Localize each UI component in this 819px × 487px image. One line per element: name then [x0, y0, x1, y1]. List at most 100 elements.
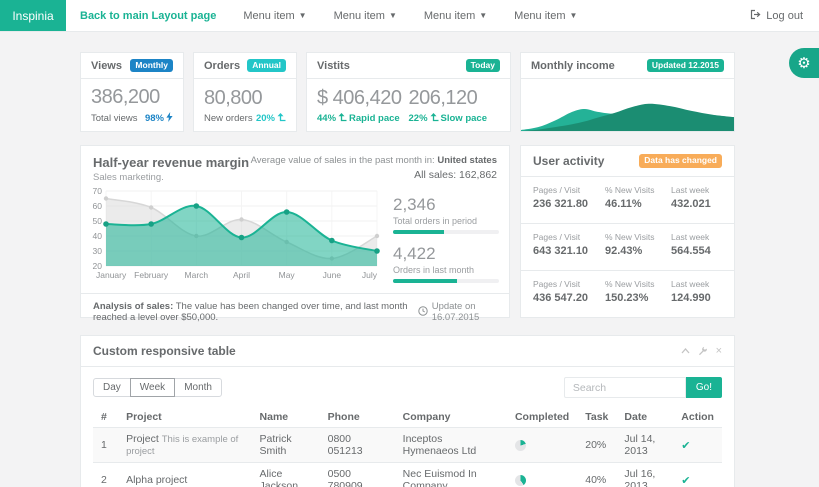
today-badge: Today	[465, 59, 500, 73]
visits-title: Vistits	[317, 59, 350, 72]
svg-text:June: June	[323, 270, 342, 280]
activity-cell: % New Visits 92.43%	[605, 232, 655, 257]
stats-row: Views Monthly 386,200 Total views 98% Or…	[80, 52, 735, 132]
tab-month[interactable]: Month	[174, 378, 222, 397]
visits-right-value: 206,120	[408, 86, 478, 109]
monthly-income-card: Monthly income Updated 12.2015	[520, 52, 735, 132]
views-value: 386,200	[91, 86, 160, 109]
svg-text:May: May	[279, 270, 296, 280]
nav-menu-item-4[interactable]: Menu item ▼	[514, 9, 578, 22]
back-to-layout-link[interactable]: Back to main Layout page	[80, 9, 217, 22]
analysis-text: Analysis of sales: The value has been ch…	[93, 301, 408, 323]
chevron-down-icon: ▼	[298, 11, 307, 20]
sign-out-icon	[750, 9, 761, 23]
column-header-action: Action	[673, 407, 722, 428]
orders-delta: 20%	[256, 112, 286, 125]
logout-button[interactable]: Log out	[750, 0, 803, 31]
table-cell: 0800 051213	[319, 427, 395, 463]
close-icon[interactable]: ×	[715, 344, 722, 357]
table-cell: Nec Euismod In Company	[394, 462, 507, 487]
update-info: Update on 16.07.2015	[418, 301, 497, 323]
revenue-summary: Average value of sales in the past month…	[250, 155, 497, 181]
check-icon[interactable]: ✔	[681, 439, 691, 452]
search-input[interactable]	[563, 377, 686, 398]
orders-last-month-label: Orders in last month	[393, 265, 475, 275]
nav-menu: Menu item ▼ Menu item ▼ Menu item ▼ Menu item ▼	[216, 0, 577, 31]
table-cell: Patrick Smith	[251, 427, 320, 463]
svg-text:March: March	[185, 270, 209, 280]
views-delta: 98%	[145, 112, 173, 125]
table-search: Go!	[563, 377, 722, 398]
data-changed-badge: Data has changed	[639, 154, 722, 168]
clock-icon	[418, 305, 428, 319]
table-cell	[506, 427, 578, 463]
table-cell: Project This is example of project	[118, 427, 252, 463]
logout-label: Log out	[766, 9, 803, 22]
user-activity-title: User activity	[533, 154, 605, 168]
svg-text:40: 40	[93, 231, 103, 241]
orders-in-period-progress	[393, 230, 499, 234]
theme-settings-button[interactable]: ⚙	[789, 48, 819, 78]
monthly-badge: Monthly	[130, 59, 173, 73]
project-name: Project	[126, 433, 159, 445]
svg-text:February: February	[134, 270, 169, 280]
activity-cell: Last week 432.021	[671, 185, 711, 210]
collapse-button[interactable]	[681, 348, 690, 354]
svg-text:April: April	[233, 270, 250, 280]
brand-logo[interactable]: Inspinia	[0, 0, 66, 31]
column-header-name: Name	[251, 407, 320, 428]
user-activity-row: Pages / Visit 236 321.80 % New Visits 46.11…	[521, 177, 734, 224]
tab-week[interactable]: Week	[129, 378, 176, 397]
level-up-icon	[277, 112, 286, 125]
updated-badge: Updated 12.2015	[646, 59, 724, 73]
visits-left-value: $ 406,420	[317, 86, 402, 109]
svg-text:70: 70	[93, 187, 103, 196]
gears-icon: ⚙	[797, 54, 811, 72]
panel-tools: ×	[681, 344, 722, 357]
nav-menu-item-2[interactable]: Menu item ▼	[333, 9, 397, 22]
wrench-icon[interactable]	[698, 346, 708, 356]
user-activity-row: Pages / Visit 436 547.20 % New Visits 150.2…	[521, 271, 734, 317]
table-cell: Alpha project	[118, 462, 252, 487]
go-button[interactable]: Go!	[685, 377, 722, 398]
chevron-down-icon: ▼	[569, 11, 578, 20]
monthly-income-chart	[521, 79, 734, 131]
column-header-task: Task	[577, 407, 617, 428]
revenue-subtitle: Sales marketing.	[93, 172, 164, 183]
views-label: Total views	[91, 113, 138, 125]
orders-in-period-label: Total orders in period	[393, 216, 478, 226]
table-cell: 0500 780909	[319, 462, 395, 487]
middle-row: Half-year revenue margin Sales marketing…	[80, 145, 735, 323]
tab-day[interactable]: Day	[93, 378, 131, 397]
top-navbar: Inspinia Back to main Layout page Menu i…	[0, 0, 819, 32]
orders-value: 80,800	[204, 86, 263, 109]
svg-text:July: July	[362, 270, 378, 280]
table-row: 1 Project This is example of project Patric…	[93, 427, 722, 463]
chevron-down-icon: ▼	[479, 11, 488, 20]
svg-text:30: 30	[93, 246, 103, 256]
orders-title: Orders	[204, 59, 241, 72]
period-tabs: Day Week Month	[93, 378, 222, 397]
nav-menu-item-1[interactable]: Menu item ▼	[243, 9, 307, 22]
nav-menu-item-3[interactable]: Menu item ▼	[423, 9, 488, 22]
views-title: Views	[91, 59, 122, 72]
check-icon[interactable]: ✔	[681, 474, 691, 487]
activity-cell: Pages / Visit 643 321.10	[533, 232, 589, 257]
column-header-num: #	[93, 407, 119, 428]
visits-left-delta: 44% Rapid pace	[317, 112, 400, 125]
column-header-completed: Completed	[506, 407, 578, 428]
activity-cell: Last week 124.990	[671, 279, 711, 304]
orders-card: Orders Annual 80,800 New orders 20%	[193, 52, 297, 132]
revenue-area-chart: 20 30 40 50 60 70 January February March April May…	[89, 186, 381, 293]
activity-cell: % New Visits 150.23%	[605, 279, 655, 304]
table-cell: Alice Jackson	[251, 462, 320, 487]
table-cell: 20%	[577, 427, 617, 463]
column-header-project: Project	[118, 407, 252, 428]
page-content: Views Monthly 386,200 Total views 98% Or…	[80, 52, 735, 487]
revenue-stats: 2,346 Total orders in period 4,422 Order…	[381, 187, 499, 293]
nav-spacer	[577, 0, 750, 31]
level-up-icon	[430, 112, 439, 125]
revenue-title: Half-year revenue margin	[93, 155, 250, 170]
svg-text:January: January	[96, 270, 127, 280]
